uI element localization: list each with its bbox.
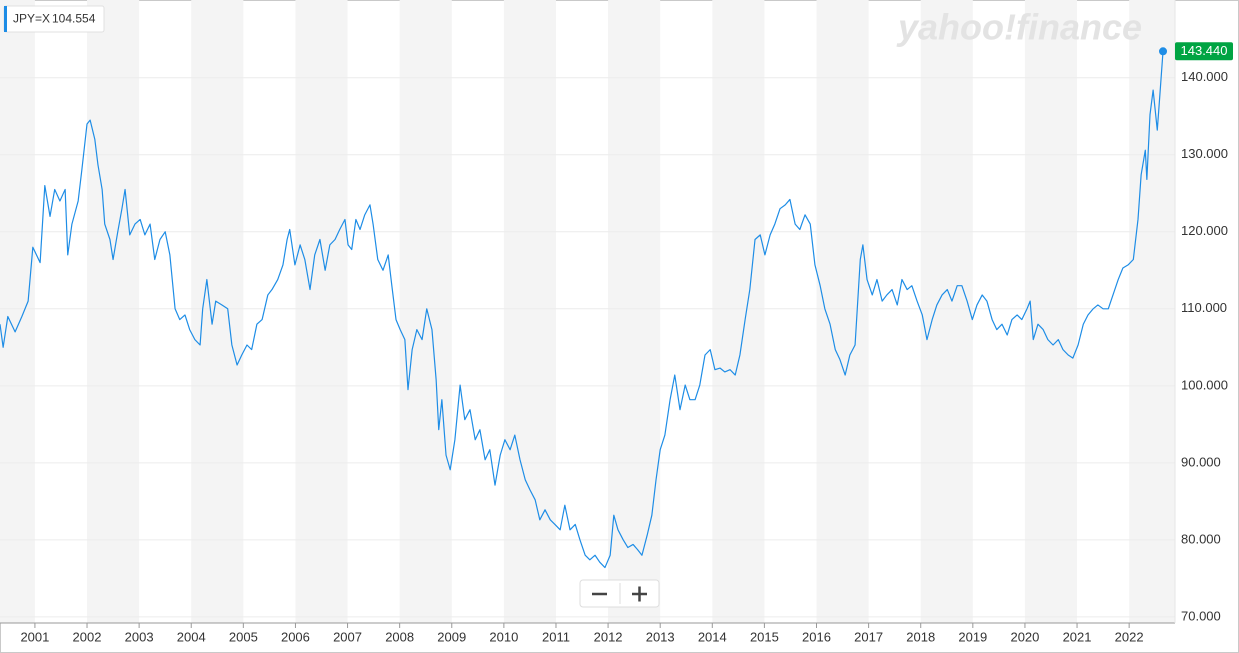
tooltip: JPY=X 104.554 (3, 5, 105, 33)
x-tick-label: 2005 (229, 629, 258, 644)
tooltip-symbol: JPY=X (13, 12, 50, 26)
x-tick-label: 2019 (958, 629, 987, 644)
x-tick-label: 2009 (437, 629, 466, 644)
x-tick-label: 2016 (802, 629, 831, 644)
y-tick-label: 100.000 (1181, 377, 1228, 392)
y-tick-label: 110.000 (1181, 300, 1227, 315)
x-tick-label: 2014 (698, 629, 727, 644)
x-tick-label: 2006 (281, 629, 310, 644)
zoom-in-button[interactable] (621, 581, 658, 606)
y-tick-label: 130.000 (1181, 146, 1228, 161)
last-price-label: 143.440 (1181, 43, 1228, 58)
year-band (503, 0, 556, 623)
year-band (399, 0, 452, 623)
x-tick-label: 2007 (333, 629, 362, 644)
y-tick-label: 120.000 (1181, 223, 1228, 238)
year-band (920, 0, 973, 623)
x-tick-label: 2013 (646, 629, 675, 644)
year-band (1024, 0, 1078, 623)
x-tick-label: 2017 (854, 629, 883, 644)
x-tick-label: 2012 (594, 629, 623, 644)
x-tick-label: 2022 (1115, 629, 1144, 644)
y-tick-label: 70.000 (1181, 608, 1221, 623)
year-band (191, 0, 244, 623)
y-tick-label: 90.000 (1181, 454, 1221, 469)
year-band (0, 0, 35, 623)
y-tick-label: 80.000 (1181, 531, 1221, 546)
year-band (816, 0, 869, 623)
x-tick-label: 2011 (542, 629, 570, 644)
year-band (1129, 0, 1175, 623)
zoom-out-button[interactable] (581, 581, 619, 606)
tooltip-marker (4, 6, 7, 32)
last-point (1159, 47, 1168, 56)
x-tick-label: 2021 (1063, 629, 1092, 644)
zoom-controls (579, 579, 660, 608)
year-band (608, 0, 661, 623)
x-tick-label: 2004 (177, 629, 206, 644)
price-line (0, 51, 1164, 569)
last-price-badge (1175, 42, 1233, 61)
x-tick-label: 2015 (750, 629, 779, 644)
year-band (87, 0, 140, 623)
x-tick-label: 2008 (385, 629, 414, 644)
year-band (712, 0, 765, 623)
logo: yahoo!finance (896, 7, 1142, 48)
y-tick-label: 140.000 (1181, 69, 1228, 84)
tooltip-value: 104.554 (52, 12, 96, 26)
year-band (295, 0, 348, 623)
x-tick-label: 2010 (489, 629, 518, 644)
x-tick-label: 2020 (1010, 629, 1039, 644)
x-tick-label: 2003 (125, 629, 154, 644)
x-tick-label: 2001 (20, 629, 49, 644)
x-tick-label: 2018 (906, 629, 935, 644)
x-tick-label: 2002 (73, 629, 102, 644)
